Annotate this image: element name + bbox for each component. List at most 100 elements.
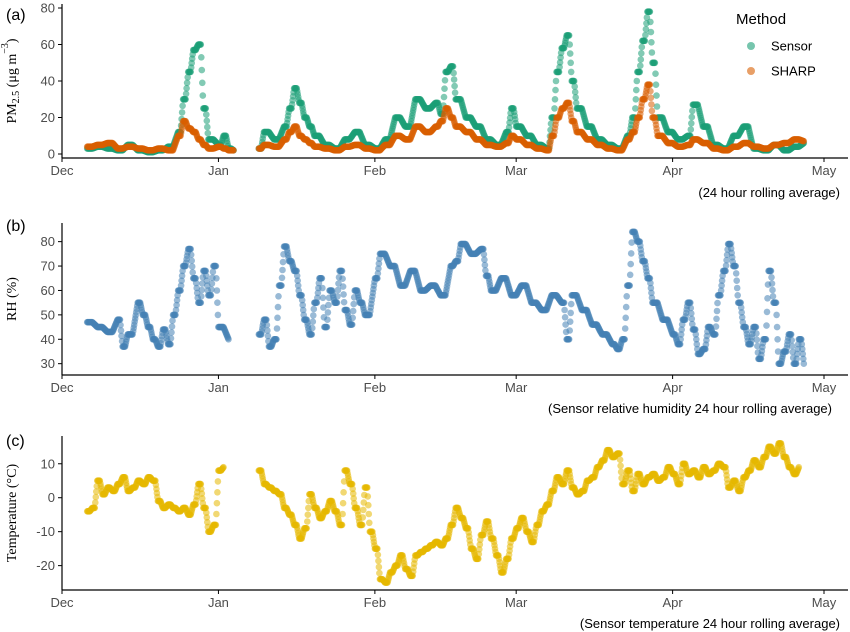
data-point — [208, 280, 216, 287]
data-point — [340, 291, 347, 298]
y-tick-label: 20 — [41, 110, 55, 125]
data-point — [567, 309, 574, 317]
data-point — [375, 563, 383, 571]
data-point — [642, 25, 650, 33]
data-point — [763, 308, 771, 316]
data-point — [571, 88, 579, 96]
data-point — [340, 489, 347, 496]
data-point — [319, 294, 327, 302]
data-point — [567, 59, 574, 67]
data-point — [278, 274, 286, 282]
y-tick-label: 50 — [41, 307, 55, 322]
data-point — [769, 293, 777, 300]
data-point — [187, 245, 194, 253]
data-point — [622, 303, 630, 311]
data-point — [767, 267, 775, 275]
data-point — [303, 525, 311, 532]
y-tick-label: 30 — [41, 356, 55, 371]
data-point — [642, 31, 649, 39]
data-point — [310, 305, 318, 313]
data-point — [638, 43, 646, 51]
data-point — [733, 277, 740, 285]
data-point — [360, 506, 367, 514]
data-points — [83, 440, 803, 586]
data-point — [204, 129, 212, 137]
data-point — [561, 314, 569, 321]
data-point — [339, 499, 347, 507]
data-point — [648, 107, 656, 115]
data-point — [339, 275, 346, 283]
data-point — [350, 300, 358, 308]
data-point — [168, 329, 175, 336]
data-point — [364, 484, 371, 491]
data-point — [167, 340, 174, 348]
data-point — [572, 94, 579, 101]
data-point — [440, 93, 448, 101]
data-point — [213, 510, 220, 518]
data-point — [441, 77, 449, 84]
data-point — [627, 260, 634, 268]
data-point — [187, 251, 195, 259]
data-point — [339, 283, 347, 290]
data-point — [451, 89, 459, 96]
data-point — [203, 111, 210, 118]
data-point — [633, 86, 640, 94]
data-point — [712, 323, 720, 330]
data-point — [566, 50, 574, 57]
data-point — [788, 342, 796, 350]
data-point — [653, 92, 660, 99]
y-tick-label: 60 — [41, 37, 55, 52]
data-points — [83, 228, 808, 368]
data-point — [768, 280, 776, 287]
data-point — [213, 287, 221, 294]
x-tick-label: Apr — [662, 380, 683, 395]
legend-title: Method — [736, 11, 786, 28]
data-point — [647, 94, 655, 102]
data-point — [627, 250, 635, 257]
data-point — [310, 312, 317, 319]
data-point — [800, 137, 808, 145]
y-axis-label: RH (%) — [5, 277, 20, 321]
data-point — [772, 299, 780, 307]
data-point — [551, 96, 559, 103]
data-point — [359, 514, 367, 521]
data-point — [450, 69, 457, 77]
data-point — [339, 510, 346, 518]
data-point — [552, 86, 559, 94]
data-point — [204, 123, 211, 131]
data-point — [560, 299, 568, 307]
data-point — [647, 18, 654, 26]
data-point — [225, 336, 232, 343]
data-point — [198, 66, 206, 74]
data-point — [688, 120, 695, 127]
y-tick-label: 40 — [41, 332, 55, 347]
data-point — [651, 59, 659, 67]
data-point — [199, 79, 206, 87]
data-point — [349, 314, 357, 322]
data-point — [338, 267, 346, 275]
data-point — [571, 83, 578, 90]
data-point — [183, 85, 190, 92]
x-tick-label: Jan — [208, 163, 229, 178]
panel-label: (a) — [6, 7, 26, 24]
data-point — [198, 293, 205, 300]
data-point — [340, 298, 348, 306]
data-point — [182, 90, 190, 98]
data-point — [552, 77, 560, 85]
data-point — [773, 323, 781, 331]
data-point — [800, 360, 808, 368]
data-point — [188, 257, 195, 265]
x-tick-label: May — [812, 163, 837, 178]
data-point — [689, 107, 696, 115]
data-point — [641, 37, 649, 45]
data-point — [279, 258, 287, 266]
data-point — [212, 262, 220, 270]
data-point — [551, 105, 558, 112]
data-point — [376, 569, 383, 577]
data-point — [687, 126, 695, 133]
x-tick-label: May — [812, 380, 837, 395]
data-point — [188, 263, 196, 270]
data-point — [323, 323, 331, 331]
